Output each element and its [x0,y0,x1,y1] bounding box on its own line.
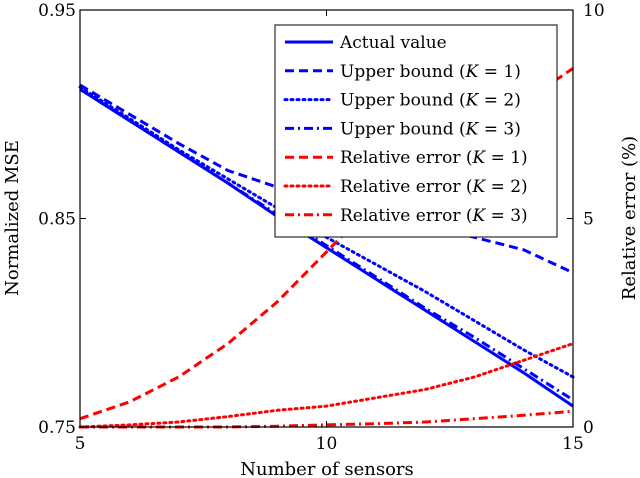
y-left-tick-label: 0.85 [38,210,76,230]
series-line-4 [79,87,574,402]
legend-label: Actual value [339,33,447,53]
x-axis-title: Number of sensors [240,459,414,478]
x-tick-label: 10 [316,434,338,454]
y-right-tick-label: 0 [583,418,594,438]
y-left-axis-title: Normalized MSE [2,140,23,296]
y-left-tick-label: 0.95 [38,1,76,21]
legend-label: Upper bound (K = 3) [340,119,521,139]
legend-label: Relative error (K = 1) [340,148,528,168]
legend-box [274,24,558,238]
legend-label: Relative error (K = 2) [340,177,528,197]
y-right-axis-title: Relative error (%) [619,136,640,300]
legend-label: Relative error (K = 3) [340,206,528,226]
series-line-6 [78,342,575,429]
legend-label: Upper bound (K = 2) [340,91,521,111]
y-left-tick-label: 0.75 [38,418,76,438]
y-right-tick-label: 10 [583,1,605,21]
x-tick-label: 15 [562,434,584,454]
y-right-tick-label: 5 [583,210,594,230]
legend: Actual value Upper bound (K = 1) Upper bou… [274,24,558,238]
axis-ticks: 5 10 15 0.75 0.85 0.95 0 5 10 [38,1,605,454]
x-tick-label: 5 [75,434,86,454]
legend-label: Upper bound (K = 1) [340,62,521,82]
